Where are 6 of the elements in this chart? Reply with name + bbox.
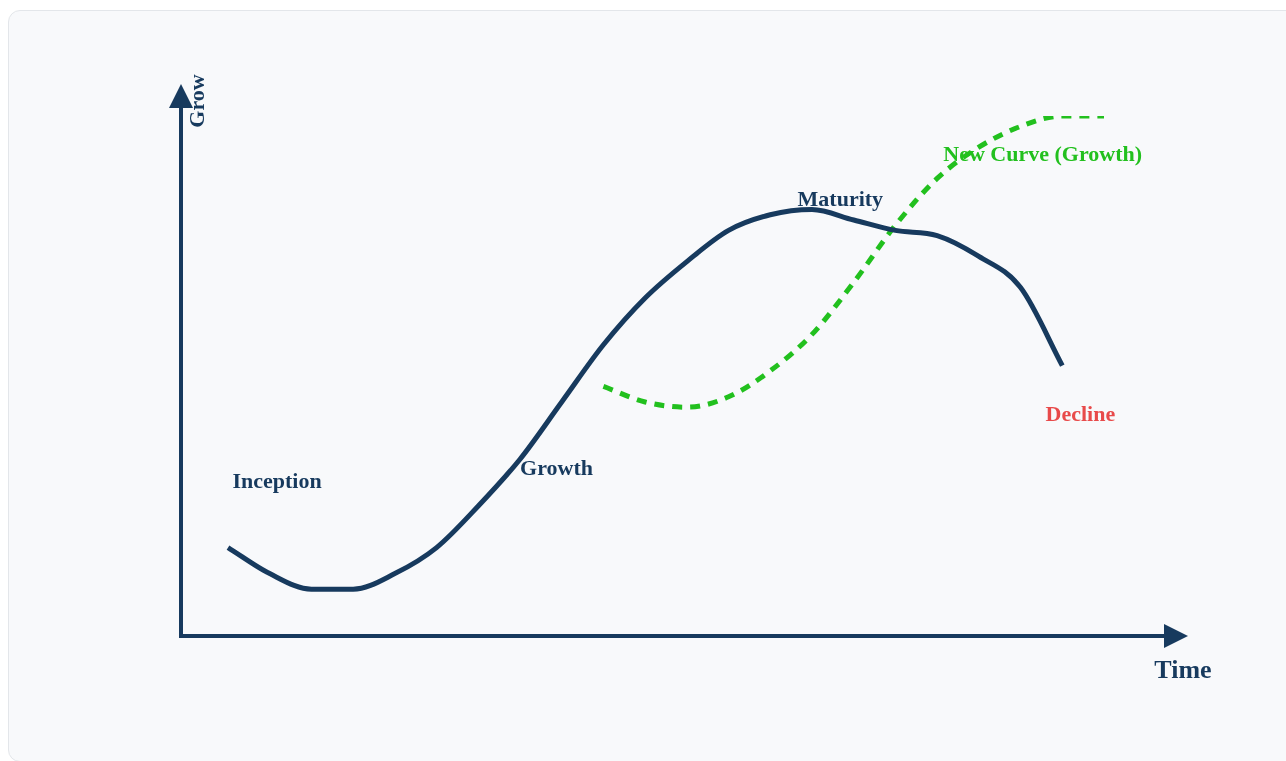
x-axis-title: Time [1154, 654, 1212, 684]
y-axis-title: Grow [183, 74, 209, 128]
annotation: Maturity [797, 186, 884, 212]
annotation: Inception [232, 467, 322, 493]
annotation: Growth [520, 454, 593, 480]
annotation: Decline [1045, 400, 1116, 426]
